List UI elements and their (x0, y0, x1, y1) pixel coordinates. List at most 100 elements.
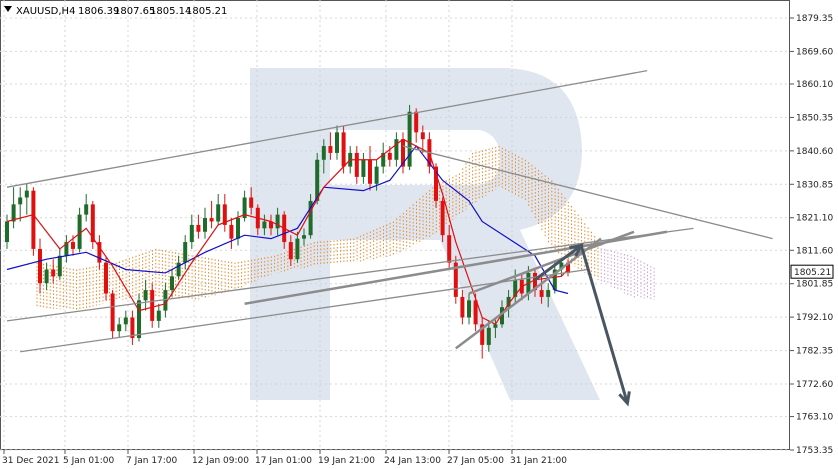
candle-bull (381, 152, 386, 167)
time-axis: 31 Dec 2021 5 Jan 01:00 7 Jan 17:00 12 Jan … (2, 450, 567, 466)
trendline[interactable] (455, 237, 602, 350)
high-value: 1807.65 (114, 6, 155, 17)
candle-bull (546, 290, 551, 297)
trendline[interactable] (468, 230, 635, 295)
trendline[interactable] (402, 145, 773, 240)
candle-bear (533, 272, 537, 291)
candle-bull (84, 204, 89, 215)
candle-bull (559, 262, 564, 270)
candle-bear (566, 262, 570, 273)
candle-bull (170, 276, 174, 291)
candle-bull (11, 204, 16, 222)
trendline[interactable] (6, 227, 694, 322)
last-price-marker: 1805.21 (790, 264, 834, 279)
candle-bull (394, 139, 399, 160)
x-tick-label: 24 Jan 13:00 (384, 456, 441, 466)
candle-bull (374, 166, 379, 184)
candle-bear (420, 132, 425, 140)
candle-bear (341, 132, 346, 167)
candle-bull (242, 197, 247, 219)
candle-bull (361, 159, 366, 177)
candle-bull (513, 279, 518, 297)
candle-bull (236, 218, 240, 239)
candle-bull (123, 317, 128, 325)
x-tick-label: 12 Jan 09:00 (192, 456, 249, 466)
candle-bull (295, 238, 300, 260)
candle-bull (262, 221, 267, 229)
candle-bear (38, 248, 42, 284)
collapse-triangle-icon[interactable] (4, 6, 12, 12)
candlesticks (5, 104, 570, 359)
y-tick-label: 1753.35 (796, 446, 833, 456)
candle-bear (414, 111, 419, 133)
candle-bull (506, 296, 511, 308)
candle-bear (71, 242, 75, 249)
candle-bear (473, 300, 478, 325)
candle-bull (156, 310, 161, 321)
kijun-line (6, 145, 569, 295)
y-tick-label: 1840.60 (796, 147, 833, 157)
candle-bull (308, 200, 313, 236)
candle-bull (486, 327, 491, 345)
candle-bear (354, 152, 359, 177)
trendline[interactable] (6, 69, 648, 188)
symbol-label: XAUUSD,H4 (16, 6, 75, 17)
candle-bear (229, 224, 234, 239)
candle-bear (130, 317, 135, 339)
candle-bull (552, 269, 557, 291)
candle-bull (24, 190, 29, 198)
y-tick-label: 1801.85 (796, 280, 833, 290)
candle-bear (328, 146, 333, 153)
y-tick-label: 1772.60 (796, 380, 833, 390)
candle-bull (302, 235, 306, 239)
candle-bull (275, 214, 280, 229)
candle-bear (368, 159, 372, 184)
candle-bear (288, 242, 293, 260)
candle-bull (117, 324, 122, 332)
x-tick-label: 31 Jan 21:00 (510, 456, 567, 466)
y-tick-label: 1792.10 (796, 313, 833, 323)
candle-bear (387, 152, 392, 160)
candle-bull (143, 290, 148, 301)
y-tick-label: 1763.10 (796, 413, 833, 423)
y-tick-label: 1860.10 (796, 80, 833, 90)
candle-bull (407, 111, 412, 167)
open-value: 1806.39 (78, 6, 119, 17)
low-value: 1805.14 (150, 6, 191, 17)
candle-bear (51, 269, 56, 277)
candle-bear (90, 204, 95, 243)
price-axis: 1879.35 1869.60 1860.10 1850.35 1840.60 1830.… (790, 14, 833, 456)
candle-bear (539, 290, 544, 297)
last-price-label: 1805.21 (794, 268, 831, 278)
trendlines[interactable] (6, 69, 773, 353)
y-tick-label: 1879.35 (796, 14, 833, 24)
candle-bull (321, 146, 326, 160)
candle-bull (57, 255, 62, 277)
candle-bull (493, 324, 498, 328)
candle-bull (467, 300, 471, 318)
candle-bear (104, 262, 108, 294)
trendline[interactable] (244, 230, 668, 306)
candle-bull (315, 159, 320, 201)
candle-bear (31, 190, 36, 249)
candle-bear (460, 296, 465, 318)
candle-bull (18, 197, 23, 205)
y-tick-label: 1850.35 (796, 113, 833, 123)
x-tick-label: 7 Jan 17:00 (126, 456, 178, 466)
candle-bear (269, 221, 273, 229)
x-tick-label: 17 Jan 01:00 (255, 456, 312, 466)
x-tick-label: 5 Jan 01:00 (63, 456, 115, 466)
candle-bear (196, 224, 201, 232)
candle-bull (216, 204, 221, 222)
candle-bull (137, 300, 141, 339)
candle-bull (176, 262, 181, 277)
y-tick-label: 1821.10 (796, 214, 833, 224)
chart-header: XAUUSD,H4 1806.39 1807.65 1805.14 1805.2… (4, 6, 227, 17)
x-tick-label: 19 Jan 21:00 (318, 456, 375, 466)
watermark-logo (250, 68, 600, 400)
y-tick-label: 1811.60 (796, 246, 833, 256)
candle-bull (5, 221, 9, 243)
candle-bear (401, 139, 405, 167)
y-tick-label: 1830.85 (796, 180, 833, 190)
